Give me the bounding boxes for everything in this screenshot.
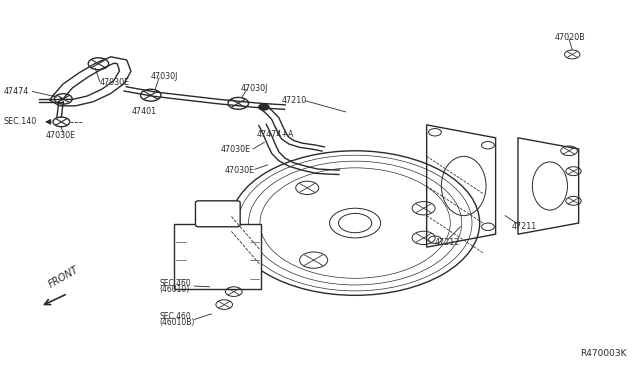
Text: FRONT: FRONT (46, 264, 80, 290)
Text: 47474+A: 47474+A (256, 129, 294, 139)
Text: 47212: 47212 (435, 238, 460, 247)
Text: SEC.140: SEC.140 (4, 118, 37, 126)
Text: 47030J: 47030J (240, 84, 268, 93)
Text: SEC.460: SEC.460 (159, 312, 191, 321)
Text: R470003K: R470003K (580, 349, 627, 358)
Text: 47474: 47474 (4, 87, 29, 96)
Text: 47030E: 47030E (224, 166, 254, 174)
Text: 47211: 47211 (511, 222, 537, 231)
Text: (46010B): (46010B) (159, 318, 195, 327)
Text: 47030E: 47030E (45, 131, 76, 140)
Text: SEC.460: SEC.460 (159, 279, 191, 288)
Text: 47401: 47401 (132, 108, 157, 116)
Polygon shape (259, 104, 269, 110)
Text: 47030E: 47030E (100, 78, 130, 87)
Text: 47030E: 47030E (221, 145, 251, 154)
Text: (46010): (46010) (159, 285, 189, 294)
Text: 47030J: 47030J (151, 72, 178, 81)
Text: 47210: 47210 (282, 96, 307, 105)
FancyBboxPatch shape (174, 224, 261, 289)
Text: 47020B: 47020B (555, 33, 586, 42)
FancyBboxPatch shape (195, 201, 240, 227)
